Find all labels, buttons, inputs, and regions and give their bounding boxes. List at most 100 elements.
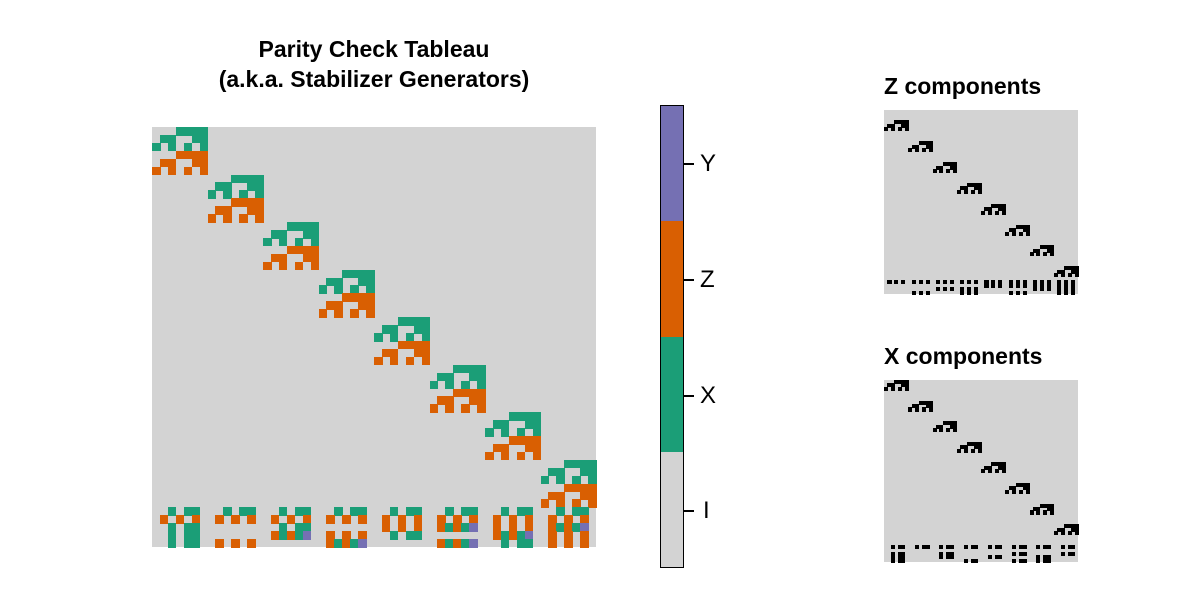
heatmap-cell bbox=[389, 507, 399, 516]
heatmap-cell bbox=[572, 499, 581, 508]
heatmap-cell bbox=[397, 515, 407, 524]
heatmap-cell bbox=[953, 162, 958, 167]
heatmap-cell bbox=[215, 182, 224, 191]
heatmap-cell bbox=[904, 123, 909, 128]
heatmap-cell bbox=[255, 214, 264, 223]
heatmap-cell bbox=[890, 558, 895, 563]
heatmap-cell bbox=[302, 531, 312, 540]
heatmap-cell bbox=[994, 555, 999, 560]
heatmap-cell bbox=[977, 445, 982, 450]
heatmap-cell bbox=[231, 174, 240, 184]
heatmap-cell bbox=[991, 283, 996, 288]
heatmap-cell bbox=[255, 206, 264, 215]
heatmap-cell bbox=[977, 441, 982, 446]
heatmap-cell bbox=[1019, 544, 1024, 549]
heatmap-cell bbox=[949, 544, 954, 549]
heatmap-cell bbox=[191, 531, 201, 540]
heatmap-cell bbox=[524, 539, 534, 548]
heatmap-cell bbox=[918, 290, 923, 295]
heatmap-cell bbox=[461, 507, 470, 516]
heatmap-cell bbox=[191, 539, 201, 548]
heatmap-cell bbox=[167, 142, 177, 152]
heatmap-cell bbox=[532, 436, 542, 445]
heatmap-cell bbox=[469, 372, 478, 382]
heatmap-cell bbox=[381, 348, 391, 358]
heatmap-cell bbox=[207, 190, 217, 199]
heatmap-cell bbox=[247, 515, 256, 524]
heatmap-cell bbox=[897, 386, 902, 391]
heatmap-cell bbox=[946, 421, 951, 426]
heatmap-cell bbox=[318, 309, 328, 318]
heatmap-cell bbox=[556, 507, 565, 516]
heatmap-cell bbox=[278, 507, 288, 516]
heatmap-cell bbox=[263, 261, 272, 271]
heatmap-cell bbox=[469, 523, 478, 532]
heatmap-cell bbox=[540, 475, 550, 485]
heatmap-cell bbox=[207, 214, 217, 223]
heatmap-cell bbox=[199, 127, 209, 136]
heatmap-cell bbox=[413, 523, 423, 532]
heatmap-cell bbox=[247, 182, 256, 191]
heatmap-cell bbox=[421, 325, 431, 334]
heatmap-cell bbox=[461, 388, 470, 398]
heatmap-cell bbox=[949, 555, 954, 560]
chart-title-line-2: (a.k.a. Stabilizer Generators) bbox=[218, 66, 530, 92]
heatmap-cell bbox=[389, 531, 399, 540]
heatmap-cell bbox=[453, 388, 462, 398]
heatmap-cell bbox=[572, 459, 581, 469]
heatmap-cell bbox=[1060, 269, 1065, 274]
z-components-title: Z components bbox=[884, 73, 1042, 99]
heatmap-cell bbox=[588, 499, 597, 508]
heatmap-cell bbox=[987, 207, 992, 212]
heatmap-cell bbox=[894, 380, 899, 385]
heatmap-cell bbox=[1046, 507, 1051, 512]
heatmap-cell bbox=[405, 333, 415, 342]
heatmap-cell bbox=[925, 280, 930, 285]
heatmap-cell bbox=[967, 287, 972, 292]
heatmap-cell bbox=[932, 428, 937, 433]
heatmap-cell bbox=[911, 280, 916, 285]
heatmap-cell bbox=[1043, 503, 1048, 508]
heatmap-cell bbox=[1012, 228, 1017, 233]
heatmap-cell bbox=[987, 544, 992, 549]
heatmap-cell bbox=[904, 386, 909, 391]
heatmap-cell bbox=[223, 190, 232, 199]
heatmap-cell bbox=[998, 283, 1003, 288]
heatmap-cell bbox=[1036, 252, 1041, 257]
heatmap-cell bbox=[939, 169, 944, 174]
heatmap-cell bbox=[342, 515, 351, 524]
heatmap-cell bbox=[247, 174, 256, 184]
heatmap-cell bbox=[191, 134, 201, 144]
heatmap-cell bbox=[1008, 228, 1013, 233]
heatmap-cell bbox=[508, 412, 518, 421]
heatmap-cell bbox=[500, 539, 510, 548]
heatmap-cell bbox=[953, 165, 958, 170]
heatmap-cell bbox=[492, 443, 502, 453]
heatmap-cell bbox=[963, 448, 968, 453]
heatmap-cell bbox=[929, 148, 934, 153]
heatmap-cell bbox=[524, 436, 534, 445]
heatmap-cell bbox=[508, 531, 518, 540]
heatmap-cell bbox=[994, 210, 999, 215]
heatmap-cell bbox=[1046, 248, 1051, 253]
heatmap-cell bbox=[580, 515, 589, 524]
heatmap-cell bbox=[935, 165, 941, 170]
heatmap-cell bbox=[469, 515, 478, 524]
heatmap-cell bbox=[524, 412, 534, 421]
heatmap-cell bbox=[334, 309, 343, 318]
heatmap-cell bbox=[492, 523, 502, 532]
heatmap-cell bbox=[946, 162, 951, 167]
heatmap-cell bbox=[310, 253, 320, 263]
heatmap-cell bbox=[580, 467, 589, 477]
heatmap-cell bbox=[994, 462, 999, 467]
heatmap-cell bbox=[500, 451, 510, 461]
heatmap-cell bbox=[358, 531, 367, 540]
heatmap-cell bbox=[1019, 483, 1024, 488]
heatmap-cell bbox=[580, 491, 589, 501]
heatmap-cell bbox=[366, 293, 375, 302]
heatmap-cell bbox=[1067, 544, 1072, 549]
heatmap-cell bbox=[1064, 280, 1069, 285]
heatmap-cell bbox=[278, 230, 288, 239]
heatmap-cell bbox=[556, 475, 565, 485]
heatmap-cell bbox=[381, 325, 391, 334]
